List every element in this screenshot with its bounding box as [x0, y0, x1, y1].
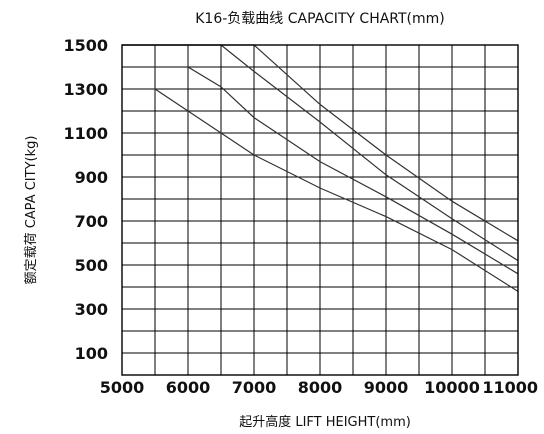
x-tick-labels: 5000 6000 7000 8000 9000 10000 11000 — [100, 378, 538, 397]
y-tick-label: 100 — [75, 344, 108, 363]
y-tick-label: 500 — [75, 256, 108, 275]
y-tick-label: 1300 — [63, 80, 108, 99]
x-tick-label: 11000 — [482, 378, 538, 397]
x-tick-label: 8000 — [298, 378, 343, 397]
chart-title: K16-负载曲线 CAPACITY CHART(mm) — [195, 11, 445, 27]
series-line-1 — [122, 88, 519, 292]
y-tick-label: 1100 — [63, 124, 108, 143]
plot-frame — [121, 44, 519, 376]
y-tick-label: 900 — [75, 168, 108, 187]
x-tick-label: 6000 — [166, 378, 211, 397]
y-tick-labels: 100 300 500 700 900 1100 1300 1500 — [63, 36, 108, 363]
x-tick-label: 10000 — [424, 378, 480, 397]
y-tick-label: 700 — [75, 212, 108, 231]
y-axis-label: 额定载荷 CAPA CITY(kg) — [24, 136, 39, 285]
x-tick-label: 5000 — [100, 378, 145, 397]
grid — [122, 45, 518, 375]
y-tick-label: 1500 — [63, 36, 108, 55]
x-tick-label: 7000 — [232, 378, 277, 397]
x-tick-label: 9000 — [364, 378, 409, 397]
series-line-2 — [122, 66, 519, 275]
y-tick-label: 300 — [75, 300, 108, 319]
x-axis-label: 起升高度 LIFT HEIGHT(mm) — [239, 414, 411, 430]
